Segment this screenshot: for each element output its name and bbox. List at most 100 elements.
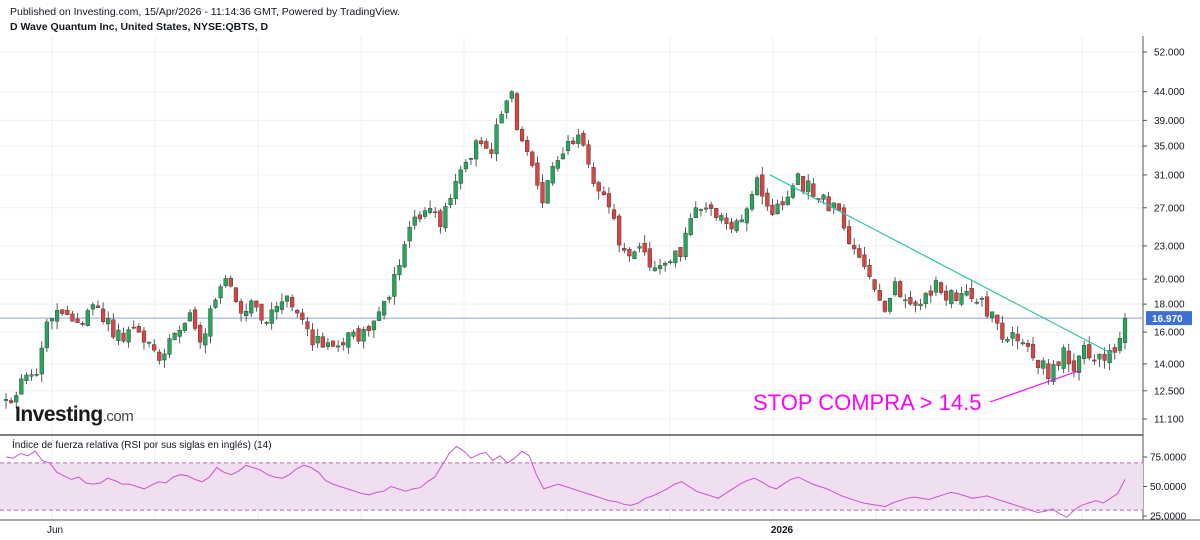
candle-body xyxy=(172,333,177,340)
candle xyxy=(765,188,770,211)
candle xyxy=(100,302,106,325)
candle-body xyxy=(157,351,162,361)
candle xyxy=(1117,331,1122,354)
candle-body xyxy=(627,249,632,257)
candle-body xyxy=(606,193,612,208)
candle xyxy=(1122,313,1128,350)
candle-body xyxy=(949,290,954,305)
candle xyxy=(841,204,847,231)
candle-body xyxy=(647,248,652,268)
candle xyxy=(928,285,933,303)
frame xyxy=(0,36,1200,521)
candle-body xyxy=(1082,345,1087,360)
candle xyxy=(892,277,898,297)
candle-body xyxy=(1010,332,1015,339)
candle xyxy=(269,302,274,330)
candle-body xyxy=(933,280,939,293)
candle xyxy=(673,250,678,268)
candle xyxy=(356,325,361,345)
candle xyxy=(1061,344,1066,374)
rsi-tick-label: 25.0000 xyxy=(1150,512,1187,523)
candle-body xyxy=(857,248,862,258)
candle xyxy=(504,99,509,119)
grid xyxy=(0,36,1143,520)
candle xyxy=(233,287,239,304)
candle xyxy=(882,299,887,314)
symbol-title: D Wave Quantum Inc, United States, NYSE:… xyxy=(10,21,269,33)
candle xyxy=(463,159,468,173)
rsi-tick-label: 50.0000 xyxy=(1150,482,1187,493)
candle xyxy=(341,337,346,351)
candle xyxy=(984,290,990,319)
candle xyxy=(698,208,704,217)
candle-body xyxy=(964,291,969,296)
candle-body xyxy=(402,244,407,268)
trendline-segment xyxy=(769,174,1113,355)
candle xyxy=(1015,326,1020,350)
candle xyxy=(371,320,376,338)
candle-body xyxy=(315,336,320,344)
candle xyxy=(468,157,474,165)
price-tick-label: 27.000 xyxy=(1154,203,1185,214)
candle-body xyxy=(806,180,811,193)
annotation-pointer xyxy=(989,370,1080,403)
candle-body xyxy=(336,345,341,348)
candle xyxy=(862,246,867,270)
candle-body xyxy=(555,160,560,169)
candle xyxy=(755,175,760,197)
candle-body xyxy=(9,400,14,404)
candle-body xyxy=(453,181,458,199)
candle-body xyxy=(673,250,678,264)
candle xyxy=(1102,347,1107,369)
candle xyxy=(284,295,290,308)
candle-body xyxy=(867,265,872,278)
candle xyxy=(330,340,336,348)
candle xyxy=(1066,343,1071,373)
candle-body xyxy=(3,399,9,401)
candle xyxy=(678,247,683,262)
candle-body xyxy=(382,301,387,316)
candle xyxy=(387,295,392,304)
candle xyxy=(1000,315,1005,344)
candle xyxy=(90,302,95,316)
candle-body xyxy=(755,177,760,195)
candle-body xyxy=(100,308,106,322)
candle xyxy=(826,191,831,212)
candle-body xyxy=(387,297,392,300)
candle xyxy=(473,138,479,167)
candle-body xyxy=(892,281,898,296)
candle-body xyxy=(821,194,826,200)
candle xyxy=(887,297,893,315)
candle-body xyxy=(903,299,908,302)
candle xyxy=(244,303,249,322)
candle-body xyxy=(136,326,141,333)
candle-body xyxy=(1036,359,1041,369)
candle-body xyxy=(208,308,213,337)
candle-body xyxy=(499,113,504,124)
candle-body xyxy=(765,192,770,207)
candle xyxy=(770,198,775,217)
candle xyxy=(995,314,1000,331)
candle-body xyxy=(591,167,596,184)
candle-body xyxy=(473,140,479,160)
candle xyxy=(1025,339,1031,353)
candle-body xyxy=(192,309,198,329)
candle xyxy=(397,259,402,281)
candle xyxy=(494,118,499,162)
candle xyxy=(19,373,24,395)
candle-body xyxy=(800,176,806,192)
candle xyxy=(581,130,586,147)
candle xyxy=(361,326,366,349)
candle-body xyxy=(826,196,831,212)
candle-body xyxy=(295,310,300,314)
trendline xyxy=(769,174,1113,355)
candle xyxy=(346,331,351,354)
candle xyxy=(867,258,872,280)
candle xyxy=(668,259,673,265)
candle-body xyxy=(1076,355,1082,373)
candle-body xyxy=(320,336,325,348)
candle xyxy=(305,317,310,337)
time-tick-label: 2026 xyxy=(771,525,794,536)
price-tick-label: 20.000 xyxy=(1154,275,1185,286)
